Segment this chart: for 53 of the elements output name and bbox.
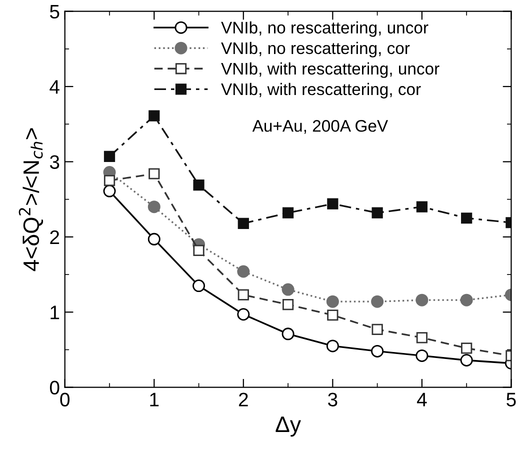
legend-label: VNIb, no rescattering, uncor <box>221 21 428 37</box>
x-tick-label: 1 <box>150 392 159 406</box>
y-tick-label: 0 <box>50 380 60 395</box>
point <box>192 280 206 292</box>
y-axis-title: 4<δQ$^{2}$>/<N$_{ch}$> <box>18 128 44 272</box>
legend-label: VNIb, with rescattering, cor <box>221 82 421 98</box>
point <box>460 354 473 366</box>
legend-label: VNIb, no rescattering, cor <box>221 42 410 58</box>
point <box>460 294 473 306</box>
point <box>237 265 250 278</box>
point <box>104 174 116 186</box>
point <box>282 299 294 310</box>
point <box>416 294 428 306</box>
point <box>327 310 338 321</box>
point <box>416 201 428 212</box>
annotation: Au+Au, 200A GeV <box>252 120 388 134</box>
x-tick-label: 0 <box>60 392 70 406</box>
point <box>238 289 249 300</box>
point <box>326 340 339 352</box>
y-tick-label: 1 <box>50 306 60 320</box>
point <box>282 207 294 218</box>
y-tick-label: 4 <box>50 80 60 94</box>
point <box>104 150 116 162</box>
point <box>148 168 160 180</box>
point <box>148 232 160 246</box>
point <box>237 308 250 321</box>
point <box>193 179 204 191</box>
point <box>326 295 339 308</box>
y-tick-label: 2 <box>50 230 60 244</box>
point <box>371 295 384 308</box>
x-tick-label: 4 <box>416 392 427 406</box>
point <box>372 207 383 218</box>
point <box>238 218 249 229</box>
point <box>416 332 428 344</box>
point <box>148 200 160 214</box>
point <box>372 324 383 335</box>
point <box>148 110 160 122</box>
point <box>282 328 294 340</box>
point <box>461 212 472 224</box>
y-tick-label: 5 <box>50 4 60 19</box>
point <box>282 283 294 296</box>
legend-label: VNIb, with rescattering, uncor <box>221 62 440 78</box>
x-tick-label: 5 <box>506 392 516 406</box>
x-tick-label: 2 <box>238 392 248 406</box>
point <box>327 198 338 210</box>
point <box>461 342 472 354</box>
x-axis-title: Δy <box>276 416 301 437</box>
point <box>371 344 384 358</box>
point <box>103 184 116 198</box>
point <box>193 244 204 256</box>
point <box>416 349 428 362</box>
x-tick-label: 3 <box>328 392 338 406</box>
y-tick-label: 3 <box>50 155 60 169</box>
